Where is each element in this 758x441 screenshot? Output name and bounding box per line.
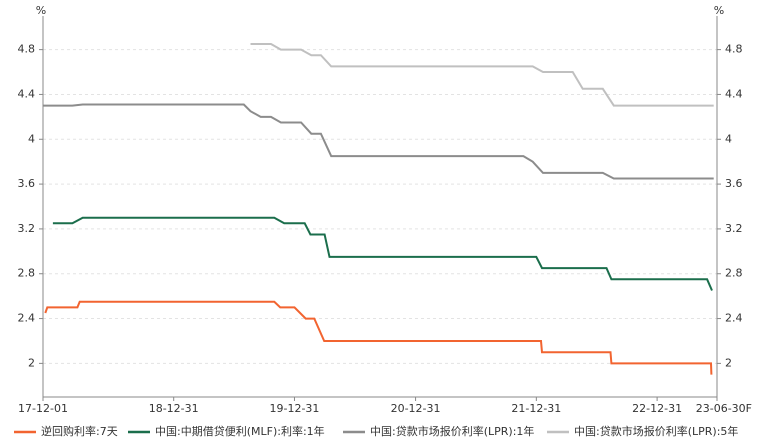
y2-tick-label: 3.6 — [725, 177, 743, 190]
legend-label: 中国:贷款市场报价利率(LPR):5年 — [574, 424, 738, 438]
legend-label: 逆回购利率:7天 — [41, 424, 118, 438]
series-line — [44, 300, 713, 375]
y2-tick-label: 2 — [725, 356, 732, 369]
series-line — [43, 103, 714, 180]
y2-tick-label: 2.4 — [725, 312, 743, 325]
x-tick-label: 21-12-31 — [511, 402, 561, 415]
x-tick-label: 18-12-31 — [149, 402, 199, 415]
y-tick-label: 2 — [28, 356, 35, 369]
series-line — [250, 43, 714, 107]
series-line — [52, 216, 713, 291]
y-axis-label: % — [36, 4, 46, 17]
y-tick-label: 4 — [28, 132, 35, 145]
y-tick-label: 4.4 — [18, 87, 36, 100]
y-tick-label: 2.4 — [18, 312, 36, 325]
x-tick-label: 22-12-31 — [632, 402, 682, 415]
x-tick-label: 23-06-30F — [696, 402, 752, 415]
x-tick-label: 19-12-31 — [269, 402, 319, 415]
y2-axis-label: % — [714, 4, 724, 17]
x-tick-label: 20-12-31 — [391, 402, 441, 415]
y2-tick-label: 4.8 — [725, 43, 743, 56]
y-tick-label: 2.8 — [18, 267, 36, 280]
y-tick-label: 3.2 — [18, 222, 36, 235]
y2-tick-label: 2.8 — [725, 267, 743, 280]
legend-label: 中国:中期借贷便利(MLF):利率:1年 — [155, 424, 325, 438]
y-tick-label: 4.8 — [18, 43, 36, 56]
y2-tick-label: 4 — [725, 132, 732, 145]
y2-tick-label: 3.2 — [725, 222, 743, 235]
y2-tick-label: 4.4 — [725, 87, 743, 100]
legend-label: 中国:贷款市场报价利率(LPR):1年 — [370, 424, 534, 438]
x-tick-label: 17-12-01 — [18, 402, 68, 415]
y-tick-label: 3.6 — [18, 177, 36, 190]
